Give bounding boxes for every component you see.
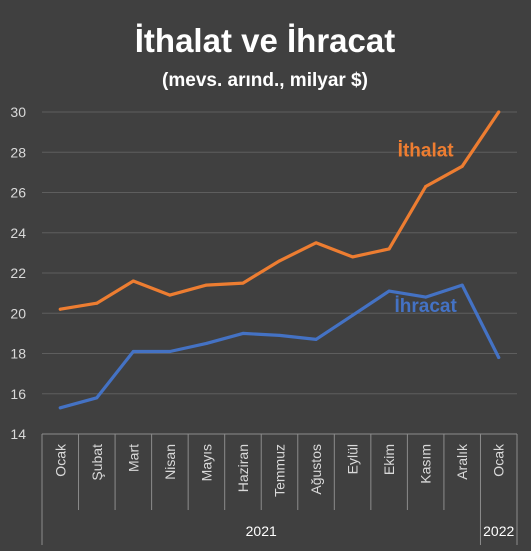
data-point	[95, 396, 99, 400]
label-layer: İthalat İhracat	[394, 140, 457, 317]
y-tick-label: 24	[10, 225, 26, 241]
data-point	[351, 255, 355, 259]
x-tick-label: Nisan	[162, 444, 178, 480]
data-point	[58, 307, 62, 311]
x-tick-label: Aralık	[454, 443, 470, 480]
data-point	[204, 341, 208, 345]
x-tick-label: Ekim	[381, 444, 397, 475]
data-point	[314, 241, 318, 245]
grid-layer	[42, 111, 517, 395]
x-tick-label: Ağustos	[308, 444, 324, 495]
data-point	[460, 164, 464, 168]
chart-subtitle: (mevs. arınd., milyar $)	[162, 70, 368, 91]
x-tick-label: Temmuz	[272, 444, 288, 497]
series-label-ihracat: İhracat	[394, 296, 457, 317]
data-point	[241, 281, 245, 285]
y-tick-label: 16	[10, 386, 26, 402]
x-tick-label: Eylül	[345, 444, 361, 474]
y-tick-label: 22	[10, 265, 26, 281]
chart-title: İthalat ve İhracat	[135, 22, 395, 59]
y-tick-label: 28	[10, 144, 26, 160]
data-point	[387, 247, 391, 251]
y-tick-label: 18	[10, 346, 26, 362]
data-point	[424, 184, 428, 188]
data-point	[460, 283, 464, 287]
data-point	[241, 331, 245, 335]
data-point	[314, 337, 318, 341]
data-point	[95, 301, 99, 305]
year-label: 2022	[483, 523, 514, 539]
y-tick-label: 20	[10, 305, 26, 321]
data-point	[131, 349, 135, 353]
year-label: 2021	[246, 523, 277, 539]
x-tick-label: Ocak	[52, 443, 68, 477]
y-tick-label: 30	[10, 104, 26, 120]
x-tick-label: Kasım	[418, 444, 434, 484]
data-point	[497, 110, 501, 114]
y-tick-label: 14	[10, 426, 26, 442]
data-point	[497, 356, 501, 360]
data-point	[168, 293, 172, 297]
data-point	[58, 406, 62, 410]
series-layer	[58, 110, 501, 410]
data-point	[278, 259, 281, 263]
data-point	[278, 333, 281, 337]
y-tick-label: 26	[10, 185, 26, 201]
x-tick-label: Mayıs	[198, 444, 214, 481]
data-point	[351, 313, 355, 317]
data-point	[131, 279, 135, 283]
x-tick-label: Şubat	[89, 444, 105, 481]
series-label-ithalat: İthalat	[398, 140, 455, 161]
data-point	[204, 283, 208, 287]
x-tick-label: Haziran	[235, 444, 251, 492]
x-tick-label: Mart	[125, 444, 141, 472]
data-point	[387, 289, 391, 293]
data-point	[168, 349, 172, 353]
data-point	[424, 295, 428, 299]
x-tick-label: Ocak	[491, 443, 507, 477]
